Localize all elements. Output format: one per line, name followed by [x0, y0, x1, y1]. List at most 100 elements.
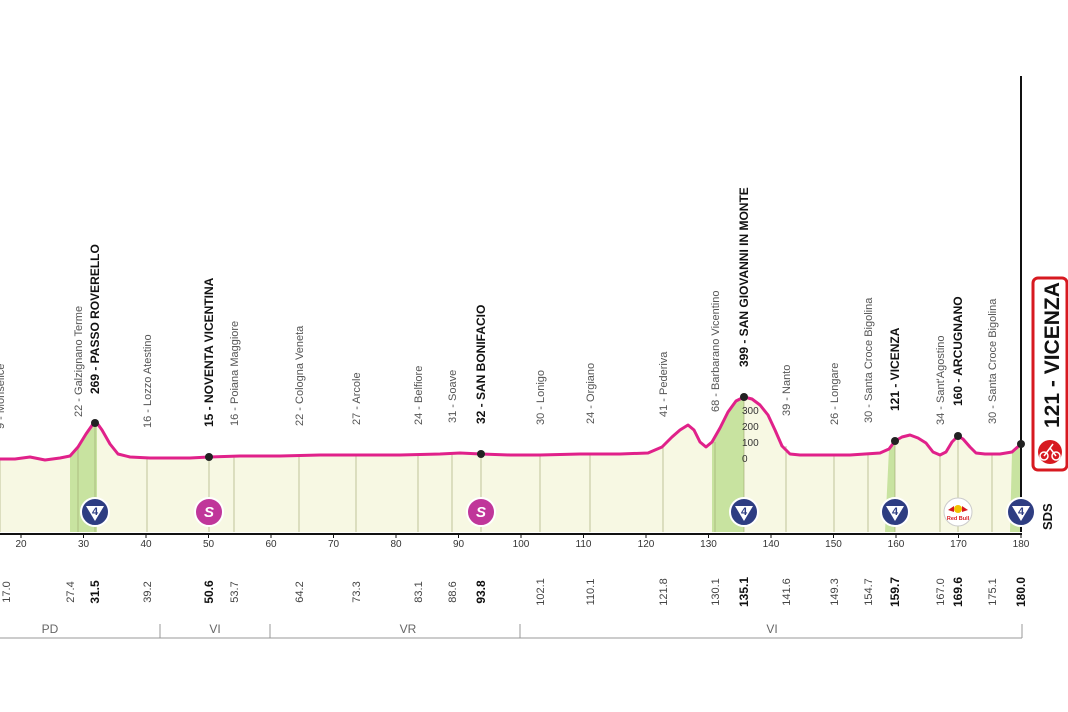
place-label: 68 - Barbarano Vicentino — [710, 291, 722, 413]
distance-label: 27.4 — [65, 581, 77, 602]
place-label: 269 - PASSO ROVERELLO — [88, 244, 102, 394]
distance-label: 39.2 — [142, 581, 154, 602]
cyclist-frame-icon — [1043, 443, 1057, 457]
finish-box — [1031, 276, 1068, 472]
profile-area — [0, 397, 1021, 532]
distance-label: 17.0 — [1, 581, 13, 602]
sds-label: SDS — [1040, 503, 1055, 530]
distance-label: 130.1 — [710, 578, 722, 606]
axis-tick-label: 130 — [700, 539, 717, 550]
axis-tick-label: 70 — [328, 539, 340, 550]
distance-label: 50.6 — [202, 580, 216, 604]
distance-label: 175.1 — [987, 578, 999, 606]
triangle-icon — [735, 506, 753, 521]
place-label: 16 - Poiana Maggiore — [229, 321, 241, 426]
distance-label: 169.6 — [951, 577, 965, 607]
gpm-category: 4 — [741, 506, 748, 518]
place-label: 399 - SAN GIOVANNI IN MONTE — [737, 187, 751, 367]
wheel-icon — [1039, 451, 1049, 461]
distance-label: 73.3 — [351, 581, 363, 602]
province-label: VI — [766, 622, 777, 636]
place-label: 160 - ARCUGNANO — [951, 296, 965, 406]
sprint-letter: S — [476, 504, 486, 521]
distance-label: 31.5 — [88, 580, 102, 604]
distance-label: 102.1 — [535, 578, 547, 606]
place-label: 22 - Galzignano Terme — [73, 306, 85, 417]
place-label: 26 - Longare — [829, 363, 841, 425]
gpm-category: 4 — [92, 506, 99, 518]
axis-tick-label: 40 — [140, 539, 152, 550]
redbull-marker: Red Bull — [943, 497, 973, 527]
triangle-icon — [1012, 506, 1030, 521]
distance-label: 53.7 — [229, 581, 241, 602]
province-label: PD — [42, 622, 59, 636]
axis-tick-label: 150 — [825, 539, 842, 550]
place-label: 16 - Lozzo Atestino — [142, 334, 154, 428]
distance-label: 88.6 — [447, 581, 459, 602]
distance-label: 121.8 — [658, 578, 670, 606]
axis-tick-label: 80 — [390, 539, 402, 550]
gpm-marker: 4 — [880, 497, 910, 527]
place-label: 39 - Nanto — [781, 365, 793, 416]
sprint-marker: S — [194, 497, 224, 527]
place-label: 32 - SAN BONIFACIO — [474, 305, 488, 424]
axis-tick-label: 180 — [1013, 539, 1030, 550]
triangle-icon — [886, 506, 904, 521]
distance-label: 110.1 — [585, 579, 597, 606]
distance-label: 159.7 — [888, 577, 902, 607]
place-label: 24 - Belfiore — [413, 366, 425, 425]
place-label: 34 - Sant'Agostino — [935, 335, 947, 425]
altitude-scale-label: 200 — [742, 422, 759, 433]
distance-label: 93.8 — [474, 580, 488, 604]
place-label: 30 - Santa Croce Bigolina — [987, 298, 999, 424]
gpm-marker: 4 — [80, 497, 110, 527]
altitude-scale-label: 300 — [742, 406, 759, 417]
redbull-text: Red Bull — [947, 516, 970, 522]
distance-label: 83.1 — [413, 581, 425, 602]
place-label: 30 - Lonigo — [535, 370, 547, 425]
gpm-marker: 4 — [729, 497, 759, 527]
axis-tick-label: 100 — [513, 539, 530, 550]
gpm-category: 4 — [892, 506, 899, 518]
province-label: VR — [400, 622, 417, 636]
place-label: 121 - VICENZA — [888, 327, 902, 411]
distance-label: 180.0 — [1014, 577, 1028, 607]
axis-tick-label: 50 — [203, 539, 215, 550]
triangle-icon — [86, 506, 104, 521]
place-label: 41 - Pederiva — [658, 351, 670, 417]
place-label: 15 - NOVENTA VICENTINA — [202, 277, 216, 427]
bull-icon — [948, 506, 968, 512]
distance-label: 154.7 — [863, 578, 875, 606]
finish-label: 121 - VICENZA — [1041, 282, 1064, 428]
sun-icon — [954, 505, 962, 513]
place-label: 27 - Arcole — [351, 372, 363, 425]
axis-tick-label: 90 — [453, 539, 465, 550]
distance-label: 141.6 — [781, 578, 793, 606]
gpm-category: 4 — [1018, 506, 1025, 518]
axis-tick-label: 30 — [78, 539, 90, 550]
axis-tick-label: 170 — [950, 539, 967, 550]
axis-tick-label: 20 — [15, 539, 27, 550]
axis-tick-label: 60 — [265, 539, 277, 550]
province-label: VI — [209, 622, 220, 636]
wheel-icon — [1051, 451, 1061, 461]
place-label: 9 - Monselice — [0, 364, 7, 429]
altitude-scale-label: 100 — [742, 438, 759, 449]
distance-label: 135.1 — [737, 577, 751, 607]
profile-point — [740, 393, 748, 401]
sprint-badge — [194, 497, 224, 527]
place-label: 30 - Santa Croce Bigolina — [863, 297, 875, 423]
gpm-marker: 4 — [1006, 497, 1036, 527]
sprint-badge — [466, 497, 496, 527]
profile-point — [477, 450, 485, 458]
axis-tick-label: 120 — [638, 539, 655, 550]
axis-tick-label: 140 — [763, 539, 780, 550]
distance-label: 64.2 — [294, 581, 306, 602]
distance-label: 149.3 — [829, 578, 841, 606]
profile-point — [891, 437, 899, 445]
finish-cyclist-icon — [1038, 440, 1062, 464]
sprint-letter: S — [204, 504, 214, 521]
sprint-marker: S — [466, 497, 496, 527]
